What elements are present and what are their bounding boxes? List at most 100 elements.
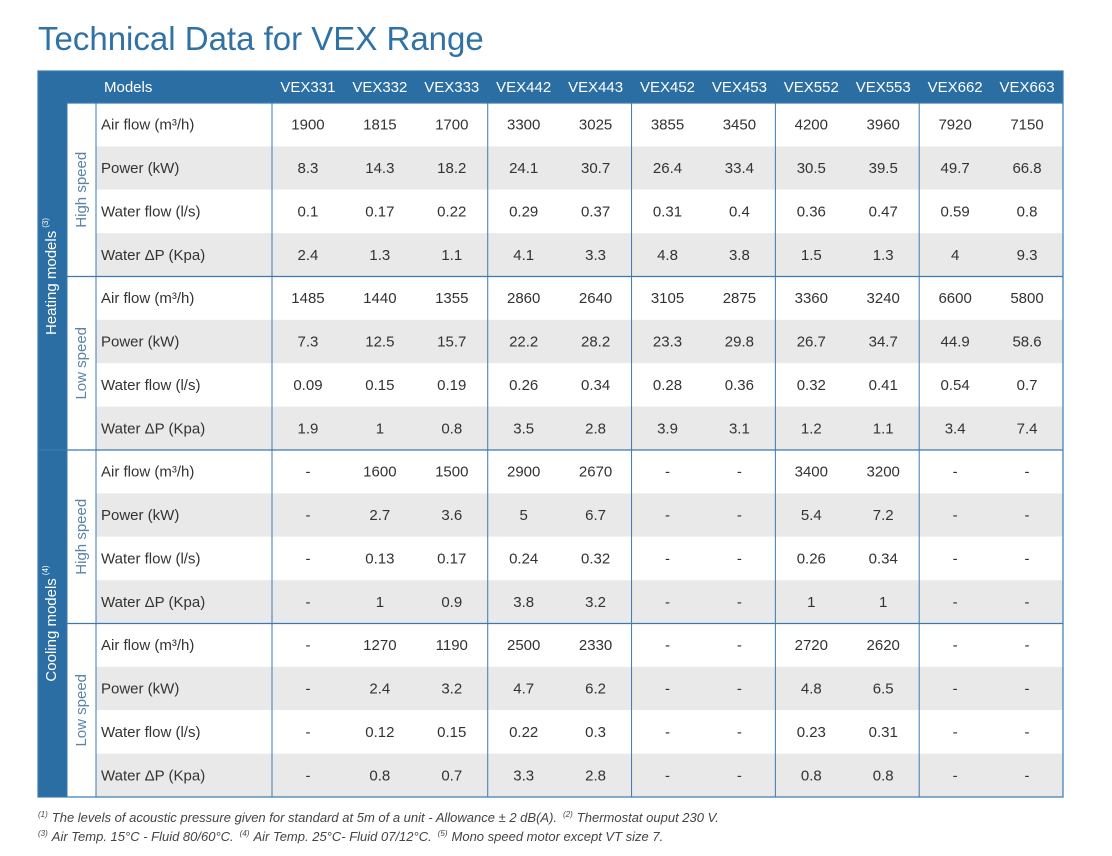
cell: 3.1 [729,420,750,437]
cell: 14.3 [365,160,394,177]
cell: - [305,681,310,698]
header-bar [38,71,1063,103]
cell: 0.32 [581,550,610,567]
cell: 3300 [507,117,540,134]
cell: 0.47 [869,203,898,220]
row-bg [96,276,1063,320]
cell: 1.3 [369,247,390,264]
cell: 0.26 [797,550,826,567]
cell: 7920 [938,117,971,134]
cell: 0.37 [581,203,610,220]
cell: 30.7 [581,160,610,177]
cell: - [665,637,670,654]
cell: 23.3 [653,334,682,351]
cell: 2620 [867,637,900,654]
row-label: Air flow (m³/h) [101,117,194,134]
cell: - [953,724,958,741]
cell: - [665,550,670,567]
cell: 0.34 [869,550,898,567]
cell: 3360 [795,290,828,307]
cell: 1 [807,594,815,611]
cell: 39.5 [869,160,898,177]
cell: 6600 [938,290,971,307]
footnote-sup: (1) [38,810,48,819]
group-label-sup: (4) [41,565,50,575]
row-bg [96,710,1063,754]
cell: 3105 [651,290,684,307]
row-label: Power (kW) [101,681,179,698]
cell: - [305,724,310,741]
cell: - [737,637,742,654]
cell: 49.7 [941,160,970,177]
row-label: Water ΔP (Kpa) [101,420,205,437]
cell: 3400 [795,464,828,481]
model-header: VEX552 [784,79,839,96]
model-header: VEX331 [280,79,335,96]
row-label: Water ΔP (Kpa) [101,247,205,264]
cell: 2330 [579,637,612,654]
cell: 4.8 [657,247,678,264]
cell: 3.6 [441,507,462,524]
row-label: Power (kW) [101,334,179,351]
cell: 2.7 [369,507,390,524]
group-label-sup: (3) [41,218,50,228]
footnote: (1) The levels of acoustic pressure given… [38,810,719,825]
cell: 1.2 [801,420,822,437]
cell: 3.8 [513,594,534,611]
cell: - [1025,507,1030,524]
cell: 0.8 [441,420,462,437]
cell: 3.8 [729,247,750,264]
speed-label: High speed [73,499,90,575]
footnote-text: Mono speed motor except VT size 7. [452,829,664,844]
cell: 7.2 [873,507,894,524]
cell: - [737,464,742,481]
model-header: VEX663 [1000,79,1055,96]
cell: 66.8 [1012,160,1041,177]
cell: 0.09 [293,377,322,394]
cell: 2860 [507,290,540,307]
cell: 1.9 [298,420,319,437]
cell: 2.8 [585,767,606,784]
cell: 0.9 [441,594,462,611]
cell: - [665,681,670,698]
group-cell [38,450,67,797]
speed-label: Low speed [73,674,90,747]
cell: - [305,550,310,567]
cell: - [737,507,742,524]
cell: - [1025,637,1030,654]
model-header: VEX553 [856,79,911,96]
row-bg [96,623,1063,667]
cell: 3960 [867,117,900,134]
cell: 0.36 [725,377,754,394]
footnote-text: Air Temp. 15°C - Fluid 80/60°C. [51,829,234,844]
cell: - [1025,550,1030,567]
cell: 0.15 [437,724,466,741]
footnote: (3) Air Temp. 15°C - Fluid 80/60°C. (4) Air… [38,829,663,844]
cell: 1815 [363,117,396,134]
cell: - [737,724,742,741]
cell: 33.4 [725,160,754,177]
cell: 0.17 [365,203,394,220]
cell: 1600 [363,464,396,481]
cell: 0.1 [298,203,319,220]
cell: 3240 [867,290,900,307]
cell: - [953,767,958,784]
footnote-text: The levels of acoustic pressure given fo… [52,810,557,825]
cell: 2875 [723,290,756,307]
cell: 6.2 [585,681,606,698]
cell: - [737,550,742,567]
row-bg [96,103,1063,147]
row-bg [96,493,1063,537]
cell: 3.2 [441,681,462,698]
cell: 34.7 [869,334,898,351]
cell: 3855 [651,117,684,134]
cell: - [953,637,958,654]
cell: 0.8 [873,767,894,784]
row-label: Power (kW) [101,507,179,524]
cell: 1.1 [873,420,894,437]
row-label: Water flow (l/s) [101,550,200,567]
cell: 0.7 [1017,377,1038,394]
cell: 4 [951,247,959,264]
cell: 0.31 [869,724,898,741]
